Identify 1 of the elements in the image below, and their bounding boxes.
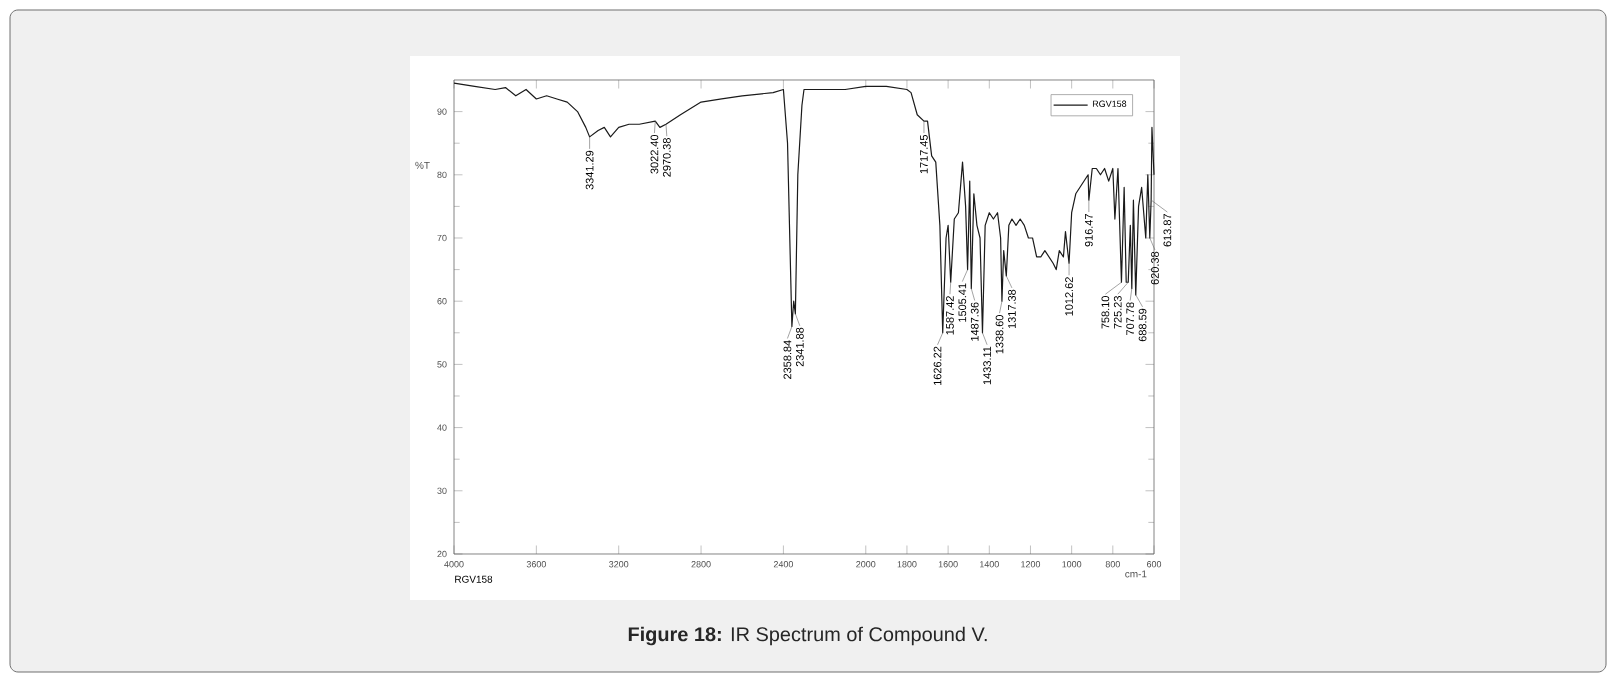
text: Figure 18: IR Spectrum of Compound V. [628,626,987,646]
